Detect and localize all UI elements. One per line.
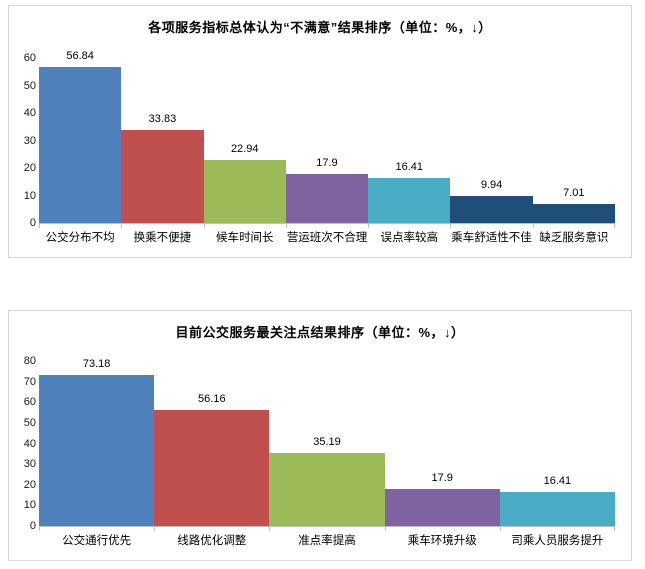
axis-tick	[450, 224, 452, 228]
bar	[39, 375, 155, 526]
focus-points-ranking-chart-panel: 目前公交服务最关注点结果排序（单位：%，↓） 0 10 20 30 40 50 60 70 80…	[8, 310, 632, 561]
plot-area: 73.18 56.16 35.19 17.9 16.41	[39, 358, 616, 527]
bar-slot: 22.94	[203, 58, 286, 223]
y-tick-label: 30	[23, 458, 36, 471]
bar	[269, 453, 385, 526]
x-category-label: 缺乏服务意识	[539, 232, 609, 244]
y-tick-label: 30	[23, 134, 36, 147]
axis-tick	[384, 527, 386, 531]
x-category-label: 公交通行优先	[62, 535, 132, 547]
axis-tick	[614, 224, 615, 228]
chart-area: 0 10 20 30 40 50 60 70 80 73.18 56.16 35.19 17.9 16.…	[11, 355, 616, 548]
y-tick-label: 10	[23, 189, 36, 202]
x-category-label: 线路优化调整	[177, 535, 247, 547]
bar-value-label: 22.94	[230, 142, 259, 155]
bar-value-label: 16.41	[395, 160, 424, 173]
axis-tick	[269, 527, 271, 531]
bar	[368, 177, 451, 223]
x-category-label: 司乘人员服务提升	[511, 535, 604, 547]
axis-tick	[285, 224, 287, 228]
x-category-label: 准点率提高	[298, 535, 356, 547]
bar	[532, 203, 615, 223]
plot-row: 0 10 20 30 40 50 60 56.84 33.83 22.94 17.9 16.41 9.…	[11, 50, 615, 229]
bar-value-label: 73.18	[82, 358, 111, 371]
y-tick-label: 40	[23, 437, 36, 450]
bar	[384, 489, 500, 526]
chart-area: 0 10 20 30 40 50 60 56.84 33.83 22.94 17.9 16.41 9.…	[11, 50, 615, 245]
y-tick-label: 40	[23, 107, 36, 119]
x-axis-labels: 公交通行优先 线路优化调整 准点率提高 乘车环境升级 司乘人员服务提升	[39, 534, 615, 548]
bar-value-label: 9.94	[480, 178, 503, 191]
y-tick-label: 50	[23, 416, 36, 429]
y-tick-label: 0	[29, 217, 36, 229]
y-tick-label: 20	[23, 162, 36, 174]
bar	[499, 492, 616, 526]
bar-slot: 33.83	[121, 58, 204, 223]
bar-slot: 16.41	[368, 58, 451, 223]
bar-value-label: 35.19	[313, 436, 341, 449]
axis-tick	[532, 224, 534, 228]
y-tick-label: 60	[23, 396, 36, 409]
y-tick-label: 50	[23, 79, 36, 92]
axis-tick	[203, 224, 205, 228]
bar	[154, 410, 270, 526]
x-axis-ticks	[39, 527, 615, 531]
x-axis-ticks	[39, 224, 615, 228]
x-category-label: 换乘不便捷	[133, 232, 192, 244]
bar-value-label: 56.16	[198, 393, 226, 406]
x-category-label: 乘车环境升级	[407, 535, 477, 547]
bar-slot: 9.94	[450, 58, 533, 223]
axis-tick	[121, 224, 123, 228]
bar	[450, 195, 533, 223]
x-category-label: 公交分布不均	[45, 232, 115, 244]
y-tick-label: 0	[29, 520, 36, 532]
plot-area: 56.84 33.83 22.94 17.9 16.41 9.94 7.01	[39, 50, 615, 224]
y-tick-label: 80	[23, 355, 36, 367]
bar	[285, 173, 369, 223]
bar-slot: 35.19	[269, 361, 385, 526]
x-axis-labels: 公交分布不均 换乘不便捷 候车时间长 营运班次不合理 误点率较高 乘车舒适性不佳 缺乏服务意…	[39, 231, 615, 245]
dissatisfaction-ranking-chart-panel: 各项服务指标总体认为“不满意”结果排序（单位：%，↓） 0 10 20 30 40 50 6…	[8, 5, 632, 258]
bar-value-label: 33.83	[148, 112, 177, 125]
bar-slot: 17.9	[384, 361, 500, 526]
y-tick-label: 10	[23, 499, 36, 512]
bar-slot: 17.9	[285, 58, 369, 223]
bar-slot: 56.16	[154, 361, 270, 526]
x-category-label: 乘车舒适性不佳	[451, 232, 532, 244]
axis-tick	[39, 527, 40, 531]
bar-value-label: 17.9	[431, 472, 453, 485]
bar	[121, 129, 204, 223]
y-tick-label: 70	[23, 375, 36, 388]
bar-slot: 7.01	[532, 58, 615, 223]
bar-value-label: 17.9	[316, 156, 338, 169]
axis-tick	[368, 224, 370, 228]
bar-slot: 73.18	[39, 358, 155, 526]
axis-tick	[154, 527, 156, 531]
bar-slot: 16.41	[499, 361, 616, 526]
bar	[39, 66, 122, 223]
axis-tick	[499, 527, 501, 531]
axis-tick	[39, 224, 40, 228]
bar	[203, 159, 286, 223]
x-category-label: 误点率较高	[380, 232, 439, 244]
bar-value-label: 56.84	[66, 49, 94, 62]
y-tick-label: 60	[23, 52, 36, 64]
bar-value-label: 7.01	[563, 186, 585, 199]
y-axis: 0 10 20 30 40 50 60	[11, 52, 39, 229]
axis-tick	[614, 527, 615, 531]
chart-title: 各项服务指标总体认为“不满意”结果排序（单位：%，↓）	[148, 20, 492, 35]
bar-value-label: 16.41	[543, 475, 572, 488]
y-axis: 0 10 20 30 40 50 60 70 80	[11, 355, 39, 532]
y-tick-label: 20	[23, 478, 36, 491]
x-category-label: 营运班次不合理	[286, 232, 368, 244]
chart-title: 目前公交服务最关注点结果排序（单位：%，↓）	[175, 325, 465, 340]
plot-row: 0 10 20 30 40 50 60 70 80 73.18 56.16 35.19 17.9 16.…	[11, 355, 616, 532]
x-category-label: 候车时间长	[215, 232, 274, 244]
bar-slot: 56.84	[39, 50, 122, 223]
